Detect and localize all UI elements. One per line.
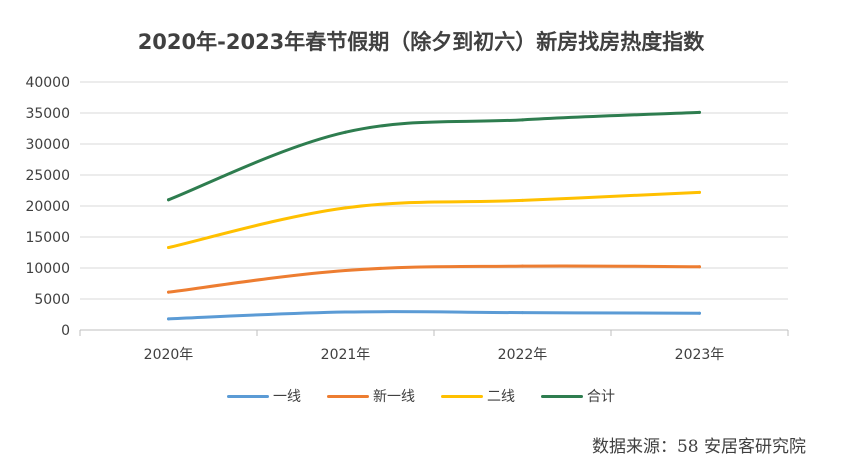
x-tick-label: 2021年 <box>321 347 371 363</box>
data-point <box>167 290 170 294</box>
data-point <box>167 198 170 202</box>
y-tick-label: 10000 <box>25 261 70 277</box>
data-point <box>344 130 347 134</box>
data-point <box>344 268 347 272</box>
x-tick-label: 2022年 <box>498 347 548 363</box>
series-line <box>167 310 701 321</box>
data-point <box>344 206 347 210</box>
data-point <box>698 190 701 194</box>
legend-item: 二线 <box>441 386 515 406</box>
legend-swatch <box>327 394 369 398</box>
legend: 一线 新一线 二线 合计 <box>0 386 842 406</box>
series-lines <box>167 110 701 321</box>
y-tick-label: 20000 <box>25 199 70 215</box>
x-tick-label: 2020年 <box>144 347 194 363</box>
legend-label: 二线 <box>487 389 515 405</box>
legend-swatch <box>227 394 269 398</box>
y-tick-label: 40000 <box>25 75 70 91</box>
source-note: 数据来源：58 安居客研究院 <box>591 437 806 457</box>
data-point <box>698 311 701 315</box>
y-tick-label: 35000 <box>25 106 70 122</box>
line-chart: 0 5000 10000 15000 20000 25000 30000 35000 40000… <box>25 75 789 363</box>
data-point <box>698 110 701 114</box>
y-tick-label: 15000 <box>25 230 70 246</box>
axes: 0 5000 10000 15000 20000 25000 30000 35000 40000… <box>25 75 789 363</box>
data-point <box>167 246 170 250</box>
data-point <box>167 317 170 321</box>
legend-item: 一线 <box>227 386 301 406</box>
legend-label: 新一线 <box>373 389 415 405</box>
y-tick-label: 0 <box>61 323 70 339</box>
legend-item: 新一线 <box>327 386 415 406</box>
x-tick-label: 2023年 <box>675 347 725 363</box>
data-point <box>521 198 524 202</box>
series-line <box>167 190 701 250</box>
legend-label: 一线 <box>273 389 301 405</box>
data-point <box>344 310 347 314</box>
data-point <box>698 265 701 269</box>
y-tick-label: 25000 <box>25 168 70 184</box>
data-point <box>521 264 524 268</box>
legend-item: 合计 <box>541 386 615 406</box>
data-point <box>521 118 524 122</box>
chart-title: 2020年-2023年春节假期（除夕到初六）新房找房热度指数 <box>137 30 705 54</box>
y-tick-label: 5000 <box>34 292 70 308</box>
data-point <box>521 311 524 315</box>
legend-swatch <box>541 394 583 398</box>
y-tick-label: 30000 <box>25 137 70 153</box>
legend-label: 合计 <box>587 389 615 405</box>
series-line <box>167 110 701 202</box>
series-line <box>167 264 701 294</box>
legend-swatch <box>441 394 483 398</box>
